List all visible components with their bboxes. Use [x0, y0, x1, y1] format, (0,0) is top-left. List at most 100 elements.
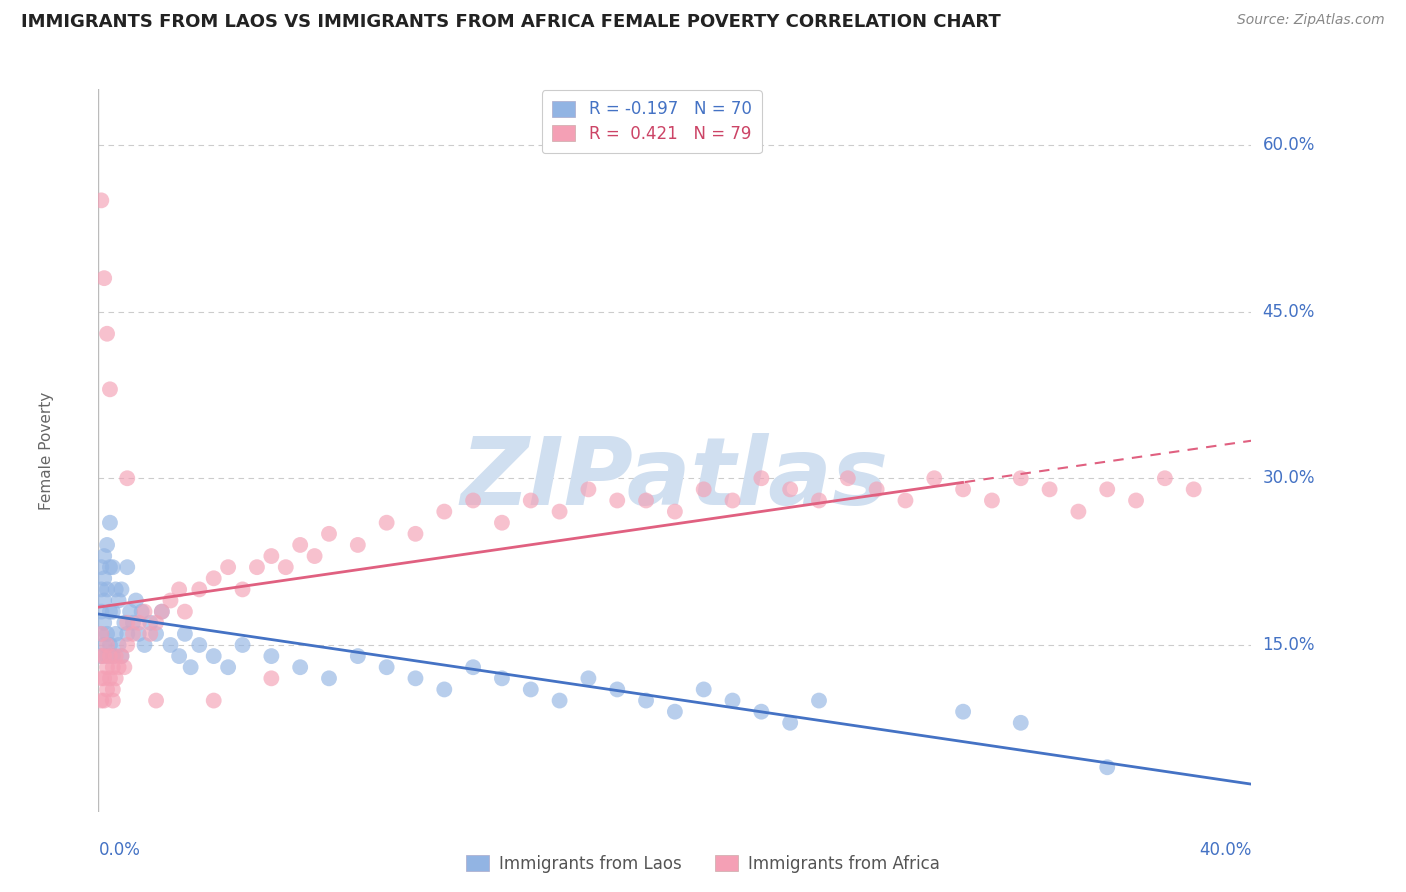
- Point: [101, 605, 124, 619]
- Point: [346, 538, 368, 552]
- Point: [117, 615, 139, 630]
- Point: [90, 627, 112, 641]
- Point: [578, 483, 600, 497]
- Point: [90, 693, 112, 707]
- Point: [491, 671, 513, 685]
- Point: [107, 593, 129, 607]
- Point: [104, 582, 127, 597]
- Point: [120, 605, 142, 619]
- Point: [117, 471, 139, 485]
- Point: [145, 627, 167, 641]
- Point: [101, 649, 124, 664]
- Point: [174, 627, 197, 641]
- Point: [107, 660, 129, 674]
- Point: [779, 483, 801, 497]
- Point: [122, 615, 145, 630]
- Point: [96, 682, 118, 697]
- Point: [93, 649, 115, 664]
- Point: [375, 660, 398, 674]
- Point: [1125, 493, 1147, 508]
- Point: [98, 649, 121, 664]
- Point: [808, 493, 831, 508]
- Point: [808, 693, 831, 707]
- Point: [520, 682, 543, 697]
- Point: [924, 471, 946, 485]
- Point: [93, 693, 115, 707]
- Point: [128, 615, 150, 630]
- Point: [491, 516, 513, 530]
- Point: [101, 693, 124, 707]
- Point: [779, 715, 801, 730]
- Point: [93, 271, 115, 285]
- Point: [664, 705, 686, 719]
- Point: [290, 660, 312, 674]
- Point: [1010, 471, 1032, 485]
- Point: [1067, 505, 1090, 519]
- Point: [751, 705, 773, 719]
- Point: [952, 483, 974, 497]
- Point: [866, 483, 889, 497]
- Point: [1039, 483, 1062, 497]
- Point: [578, 671, 600, 685]
- Point: [664, 505, 686, 519]
- Point: [751, 471, 773, 485]
- Point: [405, 671, 427, 685]
- Point: [260, 549, 283, 563]
- Point: [90, 649, 112, 664]
- Point: [139, 615, 162, 630]
- Point: [90, 560, 112, 574]
- Point: [93, 593, 115, 607]
- Point: [93, 671, 115, 685]
- Point: [112, 615, 135, 630]
- Point: [246, 560, 269, 574]
- Point: [96, 660, 118, 674]
- Point: [721, 493, 744, 508]
- Point: [159, 638, 181, 652]
- Point: [110, 649, 132, 664]
- Point: [98, 671, 121, 685]
- Point: [894, 493, 917, 508]
- Point: [93, 615, 115, 630]
- Point: [188, 638, 211, 652]
- Point: [188, 582, 211, 597]
- Point: [837, 471, 859, 485]
- Point: [981, 493, 1004, 508]
- Point: [180, 660, 202, 674]
- Point: [290, 538, 312, 552]
- Point: [318, 526, 340, 541]
- Point: [405, 526, 427, 541]
- Text: ZIPatlas: ZIPatlas: [461, 434, 889, 525]
- Point: [131, 605, 153, 619]
- Point: [90, 627, 112, 641]
- Point: [693, 682, 716, 697]
- Point: [90, 649, 112, 664]
- Point: [96, 638, 118, 652]
- Text: 0.0%: 0.0%: [98, 840, 141, 859]
- Point: [150, 605, 173, 619]
- Point: [90, 582, 112, 597]
- Point: [96, 649, 118, 664]
- Point: [104, 671, 127, 685]
- Point: [174, 605, 197, 619]
- Point: [721, 693, 744, 707]
- Point: [636, 493, 658, 508]
- Text: 60.0%: 60.0%: [1263, 136, 1315, 153]
- Point: [117, 627, 139, 641]
- Point: [110, 582, 132, 597]
- Point: [104, 649, 127, 664]
- Point: [93, 638, 115, 652]
- Point: [202, 649, 225, 664]
- Point: [167, 582, 190, 597]
- Point: [145, 615, 167, 630]
- Point: [461, 493, 484, 508]
- Point: [96, 326, 118, 341]
- Point: [112, 660, 135, 674]
- Point: [117, 638, 139, 652]
- Text: 40.0%: 40.0%: [1199, 840, 1251, 859]
- Point: [93, 549, 115, 563]
- Point: [231, 638, 254, 652]
- Text: Female Poverty: Female Poverty: [39, 392, 53, 509]
- Point: [98, 560, 121, 574]
- Text: 45.0%: 45.0%: [1263, 302, 1315, 320]
- Point: [110, 649, 132, 664]
